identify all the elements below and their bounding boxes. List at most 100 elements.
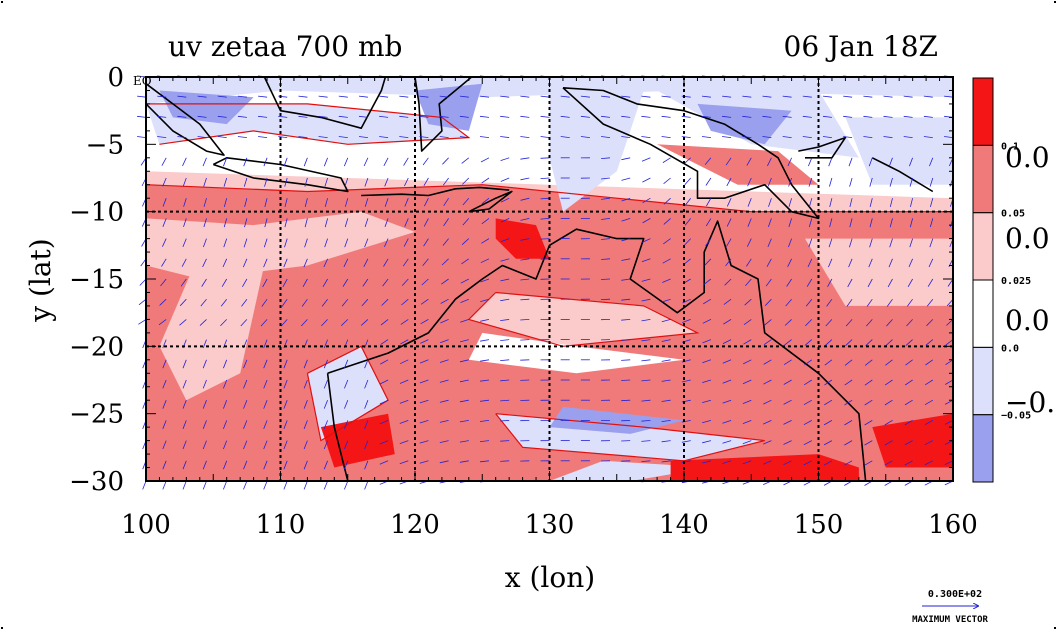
colorbar-box <box>972 144 994 214</box>
wind-vector <box>784 319 792 326</box>
wind-vector <box>197 115 207 118</box>
axis-ticks <box>145 76 954 482</box>
wind-vector <box>641 339 651 342</box>
wind-vector <box>500 115 510 118</box>
wind-vector <box>520 197 530 201</box>
wind-vector <box>783 359 792 366</box>
wind-vector <box>520 278 530 281</box>
wind-vector <box>264 177 268 187</box>
wind-vector <box>283 460 288 470</box>
wind-vector <box>782 115 792 118</box>
wind-vector <box>217 136 227 138</box>
wind-vector <box>743 339 752 345</box>
wind-vector <box>866 319 873 327</box>
wind-vector <box>283 420 288 429</box>
wind-vector <box>829 198 833 207</box>
wind-vector <box>283 157 288 167</box>
wind-vector <box>202 420 207 429</box>
wind-vector <box>742 379 752 385</box>
shade-pos-weak-west2 <box>159 252 268 401</box>
wind-vector <box>742 440 752 445</box>
wind-vector <box>822 95 832 98</box>
wind-vector <box>323 480 328 490</box>
wind-vector <box>242 278 248 287</box>
wind-vector <box>281 298 288 307</box>
wind-vector <box>399 399 409 404</box>
wind-vector <box>908 258 913 268</box>
wind-vector <box>223 339 228 349</box>
wind-vector <box>479 440 490 442</box>
wind-vector <box>364 339 369 349</box>
wind-vector <box>621 298 631 301</box>
wind-vector <box>909 218 913 228</box>
wind-vector <box>399 440 409 444</box>
wind-vector <box>885 339 893 346</box>
wind-vector <box>243 157 248 167</box>
wind-vector <box>364 379 369 389</box>
wind-vector <box>364 177 369 187</box>
wind-vector <box>364 238 369 248</box>
wind-vector <box>264 198 268 208</box>
wind-vector <box>904 420 913 426</box>
wind-vector <box>462 197 470 206</box>
wind-vector <box>304 238 308 248</box>
wind-vector <box>702 420 712 424</box>
wind-vector <box>223 359 228 369</box>
wind-vector <box>863 95 873 98</box>
wind-vector <box>782 95 792 98</box>
wind-vector <box>726 198 732 207</box>
wind-vector <box>399 460 409 465</box>
wind-vector <box>278 136 288 138</box>
wind-vector <box>662 258 671 264</box>
wind-vector <box>701 136 711 138</box>
shade-neg-strong-sumatra <box>159 90 254 125</box>
wind-vector <box>827 278 833 287</box>
wind-vector <box>681 440 691 443</box>
wind-vector <box>704 258 712 266</box>
wind-vector <box>925 359 934 366</box>
wind-vector <box>661 339 671 342</box>
y-tick-labels: 0 −5 −10 −15 −20 −25 −30 <box>69 63 124 497</box>
wind-vector <box>439 440 449 443</box>
wind-vector <box>723 298 732 305</box>
shade-neg-strong-png <box>697 103 792 145</box>
wind-vector <box>601 157 611 159</box>
wind-vector <box>180 278 187 287</box>
wind-vector <box>847 278 853 288</box>
wind-vector <box>763 440 772 445</box>
wind-vector <box>906 298 913 307</box>
wind-vector <box>162 420 167 429</box>
wind-vector <box>223 440 228 450</box>
wind-vector <box>621 136 631 138</box>
wind-vector <box>807 258 813 268</box>
wind-vector <box>362 278 369 287</box>
wind-vector <box>237 95 247 98</box>
wind-vector <box>944 440 954 445</box>
wind-vector <box>202 359 207 369</box>
shade-pos-strong-se <box>670 454 859 481</box>
shade-pos-weak-east <box>805 238 953 306</box>
shade-neg-weak-banda <box>549 83 644 212</box>
wind-vector <box>601 238 611 240</box>
wind-vector <box>844 399 853 406</box>
wind-vector <box>344 460 349 470</box>
wind-vector <box>303 480 308 490</box>
wind-vector <box>157 115 167 118</box>
wind-vector <box>909 177 913 187</box>
wind-vector <box>601 218 611 220</box>
max-vector-label: MAXIMUM VECTOR <box>912 615 988 625</box>
wind-vector <box>823 460 833 466</box>
wind-vector <box>621 115 631 118</box>
wind-vector <box>344 480 349 490</box>
wind-vector <box>203 218 207 228</box>
wind-vector <box>783 399 792 405</box>
wind-vector <box>661 420 671 422</box>
wind-vector <box>702 440 711 444</box>
wind-vector <box>323 400 328 409</box>
wind-vector <box>783 460 792 466</box>
wind-vector <box>904 440 913 446</box>
wind-vector <box>722 379 732 384</box>
wind-vector <box>261 298 268 307</box>
wind-vector <box>662 278 671 283</box>
x-tick-label: 100 <box>121 510 171 540</box>
